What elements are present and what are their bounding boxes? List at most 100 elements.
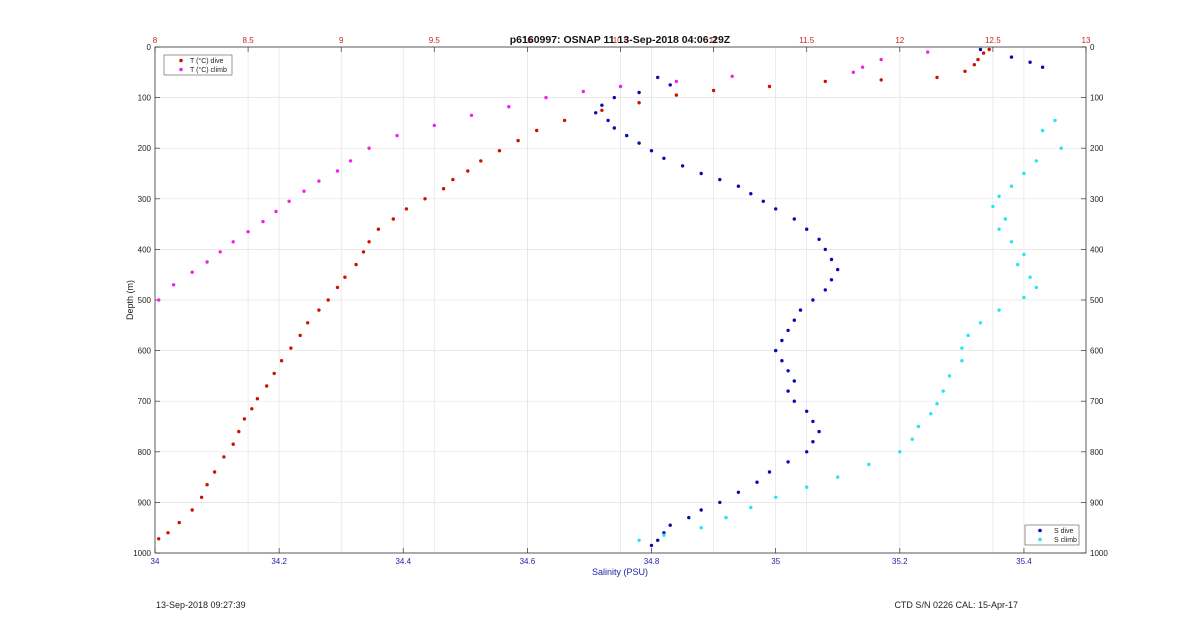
data-point [656,75,660,80]
data-point [829,257,834,262]
data-point [680,164,685,168]
series-1 [157,50,930,302]
tick-label-temperature: 13 [1082,36,1091,45]
data-point [829,278,834,282]
legend-label-t-dive: T (°C) dive [190,57,224,65]
data-point [199,495,204,499]
data-point [761,199,765,203]
data-point [978,47,983,52]
data-point [625,133,629,138]
data-point [562,118,567,123]
data-point [367,146,371,150]
tick-label-salinity: 34 [151,557,160,566]
data-point [469,113,474,118]
data-point [441,187,446,191]
data-point [668,523,672,527]
data-point [289,346,293,350]
data-point [805,485,809,489]
data-point [1022,252,1026,257]
data-point [507,105,511,109]
data-point [1034,285,1039,290]
data-point [662,533,666,537]
data-point [981,51,986,55]
data-point [786,328,790,333]
data-point [976,57,980,62]
x-axis-label: Salinity (PSU) [592,567,648,577]
tick-label-depth-left: 500 [138,296,152,305]
data-point [879,78,883,82]
data-point [606,118,610,123]
data-point [272,371,276,376]
tick-label-temperature: 11 [709,36,718,45]
tick-label-salinity: 34.6 [520,557,536,566]
data-point [1059,146,1063,150]
data-point [736,490,741,494]
tick-label-temperature: 11.5 [799,36,815,45]
data-point [1034,159,1039,163]
data-point [997,308,1001,312]
data-point [711,88,716,93]
data-point [817,429,821,434]
data-point [361,250,366,254]
data-point [612,126,616,130]
data-point [637,141,641,145]
data-point [987,47,991,52]
data-point [279,359,284,363]
data-point [997,227,1001,231]
data-point [755,480,759,484]
data-point [1040,128,1045,133]
data-series [157,47,1063,548]
tick-label-depth-right: 600 [1090,347,1104,356]
tick-label-depth-right: 1000 [1090,549,1108,558]
data-point [662,156,666,160]
data-point [736,184,741,188]
data-point [649,149,654,153]
data-point [255,397,260,401]
data-point [166,531,170,535]
data-point [637,101,641,105]
tick-label-temperature: 8.5 [243,36,255,45]
data-point [317,308,321,312]
tick-label-depth-left: 0 [147,43,152,52]
data-point [404,207,409,211]
data-point [594,111,598,115]
data-point [343,275,347,279]
data-point [190,508,194,512]
data-point [1053,118,1057,123]
series-0 [157,47,991,541]
data-point [423,197,427,201]
data-point [600,103,604,107]
tick-label-salinity: 35 [771,557,780,566]
data-point [466,169,470,173]
data-point [960,359,964,363]
legend-marker-t-dive [179,58,183,63]
data-point [935,75,939,80]
data-point [326,298,330,302]
data-point [699,171,703,176]
data-point [774,495,778,499]
data-point [978,321,983,325]
data-point [335,285,340,290]
data-point [317,179,321,183]
data-point [960,346,964,350]
legend-label-s-climb: S climb [1054,537,1077,544]
data-point [395,133,399,138]
data-point [265,384,269,388]
tick-label-temperature: 10 [523,36,532,45]
data-point [544,95,548,100]
tick-label-depth-left: 100 [138,94,152,103]
axis-ticks: 0 0 100 100 200 200 300 300 400 400 500 500 600 600 70… [133,36,1108,566]
data-point [302,189,306,193]
data-point [916,424,921,429]
data-point [1009,240,1014,244]
series-3 [637,118,1063,542]
data-point [991,204,995,209]
data-point [367,240,371,244]
data-point [786,389,790,393]
data-point [811,419,815,424]
data-point [242,417,247,421]
data-point [749,192,753,196]
data-point [867,462,871,467]
tick-label-depth-left: 800 [138,448,152,457]
